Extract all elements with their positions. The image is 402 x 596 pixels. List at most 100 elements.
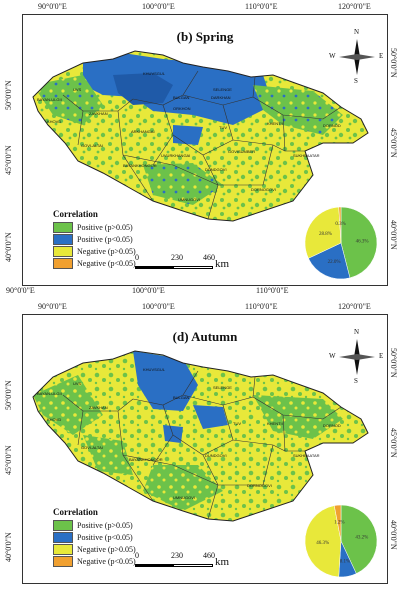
coord-left-45: 45°0'0"N xyxy=(4,445,13,475)
legend-item: Negative (p>0.05) xyxy=(53,246,136,257)
coord-left-50: 50°0'0"N xyxy=(4,80,13,110)
region-label: BAYAN-ULGII xyxy=(37,391,62,396)
region-label: DUNDGOVI xyxy=(205,167,227,172)
coord-left-40: 40°0'0"N xyxy=(4,532,13,562)
region-label: UMNUGOVI xyxy=(178,197,200,202)
scale-tick: 460 xyxy=(203,253,215,262)
coord-left-40: 40°0'0"N xyxy=(4,232,13,262)
north-label: N xyxy=(354,328,360,336)
pie-slice xyxy=(340,206,378,279)
region-label: DUNDGOVI xyxy=(205,453,227,458)
coord-right-45: 45°0'0"N xyxy=(389,128,398,158)
autumn-map-frame: (d) Autumn xyxy=(22,314,388,584)
legend-item: Positive (p>0.05) xyxy=(53,520,136,531)
pie-slice-label: 28.8% xyxy=(319,232,332,237)
scale-unit: km xyxy=(215,258,230,270)
region-label: ZAVKHAN xyxy=(89,405,108,410)
coord-top-110: 110°0'0"E xyxy=(245,302,278,311)
coord-top-110: 110°0'0"E xyxy=(245,2,278,11)
pie-slice xyxy=(304,505,342,578)
pie-slice xyxy=(340,504,378,574)
legend-item: Positive (p>0.05) xyxy=(53,222,136,233)
legend-label: Negative (p<0.05) xyxy=(77,557,136,566)
east-label: E xyxy=(379,52,384,60)
pie-slice xyxy=(308,242,351,280)
legend-label: Positive (p>0.05) xyxy=(77,223,133,232)
coord-top-90: 90°0'0"E xyxy=(38,2,67,11)
region-label: SUKHBAATAR xyxy=(293,153,320,158)
legend-label: Positive (p<0.05) xyxy=(77,533,133,542)
region-label: GOVISUMBER xyxy=(228,149,255,154)
coord-top-100: 100°0'0"E xyxy=(142,2,175,11)
region-label: GOVI-ALTAI xyxy=(81,445,103,450)
pie-slice-label: 46.3% xyxy=(356,240,369,245)
spring-scale-bar: 0 230 460 km xyxy=(135,253,265,283)
scale-tick: 230 xyxy=(171,253,183,262)
region-label: TUV xyxy=(219,125,227,130)
spring-map-frame: (b) Spring xyxy=(22,14,388,286)
legend-swatch xyxy=(53,234,73,245)
coord-bottom-100: 100°0'0"E xyxy=(132,286,165,295)
coord-right-45: 45°0'0"N xyxy=(389,428,398,458)
scale-tick: 460 xyxy=(203,551,215,560)
autumn-panel: 90°0'0"E 100°0'0"E 110°0'0"E 120°0'0"E 5… xyxy=(0,300,402,596)
region-label: KHENTII xyxy=(267,421,283,426)
region-label: ZAVKHAN xyxy=(89,111,108,116)
autumn-province-borders xyxy=(62,370,342,520)
legend-label: Positive (p<0.05) xyxy=(77,235,133,244)
east-label: E xyxy=(379,352,384,360)
legend-item: Positive (p<0.05) xyxy=(53,532,136,543)
legend-item: Negative (p>0.05) xyxy=(53,544,136,555)
coord-right-40: 40°0'0"N xyxy=(389,520,398,550)
region-label: DORNOGOVI xyxy=(251,187,276,192)
pie-slice-label: 46.3% xyxy=(316,541,329,546)
scale-tick: 0 xyxy=(135,551,139,560)
west-label: W xyxy=(329,352,336,360)
coord-left-50: 50°0'0"N xyxy=(4,380,13,410)
pie-slice xyxy=(338,206,342,244)
region-label: DORNOGOVI xyxy=(247,483,272,488)
coord-bottom-110: 110°0'0"E xyxy=(256,286,289,295)
coord-top-120: 120°0'0"E xyxy=(338,2,371,11)
autumn-region-labels: BAYAN-ULGII UVS KHUVSGUL ZAVKHAN BULGAN … xyxy=(37,367,341,500)
spring-map: BAYAN-ULGII UVS KHUVSGUL ZAVKHAN BULGAN … xyxy=(32,50,378,280)
legend-item: Negative (p<0.05) xyxy=(53,556,136,567)
south-label: S xyxy=(354,377,358,385)
spring-province-borders xyxy=(62,70,342,220)
region-label: KHOVD xyxy=(47,417,61,422)
scale-tick: 0 xyxy=(135,253,139,262)
coord-top-100: 100°0'0"E xyxy=(142,302,175,311)
pie-slice xyxy=(333,504,342,542)
coord-right-40: 40°0'0"N xyxy=(389,220,398,250)
legend-label: Positive (p>0.05) xyxy=(77,521,133,530)
legend-item: Positive (p<0.05) xyxy=(53,234,136,245)
spring-pie: 46.3% 22.0% 28.8%0.3% xyxy=(304,206,378,280)
legend-swatch xyxy=(53,258,73,269)
region-label: UVS xyxy=(73,381,82,386)
region-label: KHOVD xyxy=(47,119,61,124)
legend-swatch xyxy=(53,544,73,555)
region-label: UVURKHANGAI xyxy=(161,153,190,158)
pie-slice-label: 0.3% xyxy=(335,222,345,227)
region-label: SELENGE xyxy=(213,385,232,390)
region-label: BULGAN xyxy=(173,395,190,400)
coord-right-50: 50°0'0"N xyxy=(389,48,398,78)
north-arrow-icon: N S W E xyxy=(329,28,383,85)
region-label: UMNUGOVI xyxy=(173,495,195,500)
autumn-pie: 43.2% 8.1% 46.3% 1.2% xyxy=(304,504,378,578)
scale-tick: 230 xyxy=(171,551,183,560)
legend-swatch xyxy=(53,520,73,531)
region-label: BAYANKHONGOR xyxy=(129,457,163,462)
south-label: S xyxy=(354,77,358,85)
region-label: TUV xyxy=(233,421,241,426)
spring-panel: 90°0'0"E 100°0'0"E 110°0'0"E 120°0'0"E 5… xyxy=(4,2,398,295)
legend-swatch xyxy=(53,532,73,543)
pie-slice-label: 43.2% xyxy=(355,536,368,541)
legend-swatch xyxy=(53,222,73,233)
region-label: KHUVSGUL xyxy=(143,71,166,76)
region-label: SUKHBAATAR xyxy=(293,453,320,458)
region-label: UVS xyxy=(73,87,82,92)
autumn-title: (d) Autumn xyxy=(172,329,238,344)
pie-slice-label: 1.2% xyxy=(334,520,344,525)
region-label: DORNOD xyxy=(323,123,341,128)
